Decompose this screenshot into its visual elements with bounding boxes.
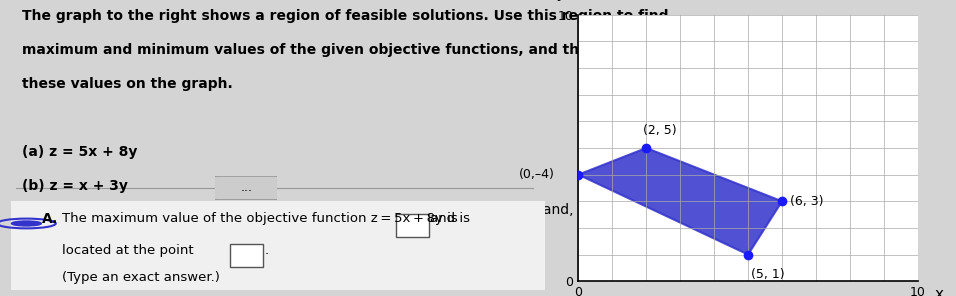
Polygon shape: [578, 148, 782, 255]
Text: ...: ...: [240, 181, 252, 194]
FancyBboxPatch shape: [396, 214, 428, 237]
Text: (a) z = 5x + 8y: (a) z = 5x + 8y: [22, 145, 138, 159]
Text: (Type an exact answer.): (Type an exact answer.): [62, 271, 220, 284]
Text: (6, 3): (6, 3): [791, 195, 824, 208]
FancyBboxPatch shape: [212, 176, 280, 200]
Text: located at the point: located at the point: [62, 244, 194, 257]
Text: (5, 1): (5, 1): [751, 268, 785, 281]
Text: (2, 5): (2, 5): [642, 124, 677, 137]
Text: The maximum value of the objective function z = 5x + 8y is: The maximum value of the objective funct…: [62, 212, 458, 225]
Text: (b) z = x + 3y: (b) z = x + 3y: [22, 179, 128, 193]
FancyBboxPatch shape: [1, 200, 555, 292]
Text: A.: A.: [42, 212, 58, 226]
Text: (a) What is the maximum of z = 5x + 8y? Select the correct answer below and,: (a) What is the maximum of z = 5x + 8y? …: [22, 203, 574, 217]
Text: if necessary, fill in the answer boxes to complete your choice.: if necessary, fill in the answer boxes t…: [22, 237, 451, 251]
Text: maximum and minimum values of the given objective functions, and the locations o: maximum and minimum values of the given …: [22, 43, 685, 57]
Circle shape: [11, 221, 41, 226]
Text: (0,–4): (0,–4): [519, 168, 554, 181]
Text: The graph to the right shows a region of feasible solutions. Use this region to : The graph to the right shows a region of…: [22, 9, 668, 23]
Text: .: .: [265, 244, 269, 257]
FancyBboxPatch shape: [230, 244, 263, 268]
Text: these values on the graph.: these values on the graph.: [22, 77, 232, 91]
Text: y: y: [557, 0, 566, 1]
Text: and is: and is: [430, 212, 470, 225]
Text: x: x: [935, 287, 944, 296]
